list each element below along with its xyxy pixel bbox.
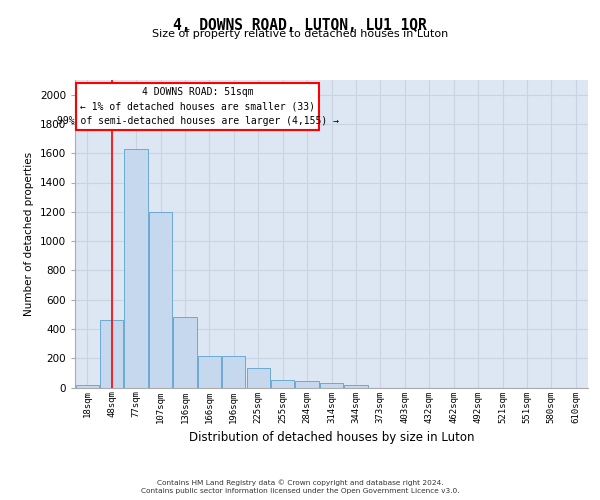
Bar bbox=[173, 317, 197, 388]
Bar bbox=[271, 380, 294, 388]
Text: Contains HM Land Registry data © Crown copyright and database right 2024.
Contai: Contains HM Land Registry data © Crown c… bbox=[140, 480, 460, 494]
Bar bbox=[149, 212, 172, 388]
Text: Size of property relative to detached houses in Luton: Size of property relative to detached ho… bbox=[152, 29, 448, 39]
Y-axis label: Number of detached properties: Number of detached properties bbox=[24, 152, 34, 316]
Bar bbox=[247, 368, 270, 388]
Bar bbox=[198, 356, 221, 388]
Bar bbox=[76, 83, 319, 130]
Text: 4 DOWNS ROAD: 51sqm
← 1% of detached houses are smaller (33)
99% of semi-detache: 4 DOWNS ROAD: 51sqm ← 1% of detached hou… bbox=[57, 87, 339, 126]
Bar bbox=[222, 356, 245, 388]
Bar bbox=[295, 381, 319, 388]
Text: 4, DOWNS ROAD, LUTON, LU1 1QR: 4, DOWNS ROAD, LUTON, LU1 1QR bbox=[173, 18, 427, 32]
X-axis label: Distribution of detached houses by size in Luton: Distribution of detached houses by size … bbox=[189, 431, 474, 444]
Bar bbox=[100, 320, 123, 388]
Bar bbox=[344, 384, 368, 388]
Bar bbox=[124, 149, 148, 388]
Bar bbox=[320, 383, 343, 388]
Bar bbox=[76, 384, 99, 388]
